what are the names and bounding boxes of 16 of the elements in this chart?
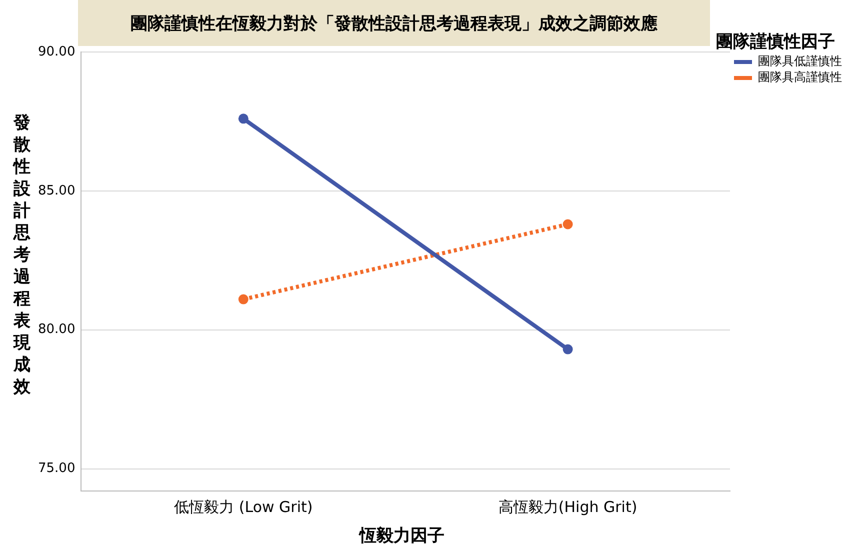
x-axis-title: 恆毅力因子 (358, 525, 446, 547)
y-tick-label: 80.00 (38, 322, 76, 338)
x-tick-label: 低恆毅力 (Low Grit) (174, 498, 313, 516)
y-tick-label: 75.00 (38, 461, 76, 476)
x-tick-label: 高恆毅力(High Grit) (498, 498, 638, 516)
y-tick-label: 90.00 (38, 44, 76, 60)
legend-label: 團隊具低謹慎性 (758, 54, 842, 68)
text: 發散性設計思考過程表現成效 (14, 113, 30, 397)
point (238, 294, 248, 304)
chart-title: 團隊謹慎性在恆毅力對於「發散性設計思考過程表現」成效之調節效應 (78, 0, 710, 46)
y-tick-label: 85.00 (38, 183, 76, 198)
point (562, 344, 573, 354)
legend-label: 團隊具高謹慎性 (758, 70, 842, 84)
point (238, 114, 248, 124)
legend-title: 團隊謹慎性因子 (716, 31, 835, 53)
point (562, 219, 573, 230)
